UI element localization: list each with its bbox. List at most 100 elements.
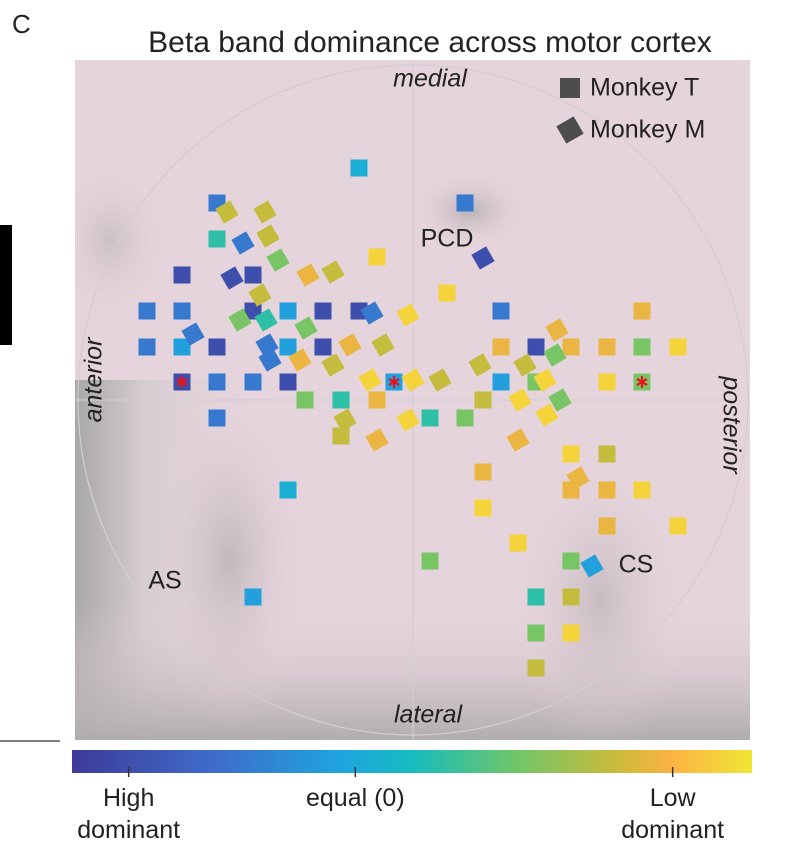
site-square xyxy=(332,391,350,409)
site-diamond xyxy=(428,368,452,392)
site-square xyxy=(208,373,226,391)
orientation-label: lateral xyxy=(394,701,464,729)
landmark-label: CS xyxy=(619,551,654,579)
chart-title: Beta band dominance across motor cortex xyxy=(148,26,712,59)
site-diamond xyxy=(396,408,420,432)
site-diamond xyxy=(266,248,290,272)
site-diamond xyxy=(288,348,312,372)
site-diamond xyxy=(254,308,278,332)
site-diamond xyxy=(321,260,345,284)
site-diamond xyxy=(508,388,532,412)
site-square xyxy=(244,373,262,391)
colorbar-ticks xyxy=(127,767,674,777)
site-square xyxy=(438,284,456,302)
legend-label: Monkey T xyxy=(590,74,699,102)
site-square xyxy=(456,409,474,427)
site-square xyxy=(562,588,580,606)
site-square xyxy=(173,266,191,284)
site-square xyxy=(244,266,262,284)
site-square xyxy=(138,338,156,356)
site-diamond xyxy=(535,403,559,427)
site-square xyxy=(492,373,510,391)
site-square xyxy=(492,302,510,320)
site-square xyxy=(598,373,616,391)
site-square xyxy=(208,338,226,356)
legend: Monkey T Monkey M xyxy=(556,74,705,144)
site-diamond xyxy=(215,200,239,224)
site-square xyxy=(208,230,226,248)
site-diamond xyxy=(181,322,205,346)
site-diamond xyxy=(253,200,277,224)
star xyxy=(388,376,400,388)
colorbar-label: High dominant xyxy=(77,784,181,844)
landmark-label: PCD xyxy=(421,225,474,253)
site-square xyxy=(633,338,651,356)
map-shading xyxy=(510,450,690,740)
panel-label: C xyxy=(12,9,31,39)
site-square xyxy=(138,302,156,320)
site-diamond xyxy=(228,308,252,332)
site-diamond xyxy=(365,428,389,452)
site-diamond xyxy=(248,283,272,307)
site-square xyxy=(332,427,350,445)
colorbar-label: equal (0) xyxy=(305,784,405,812)
site-diamond xyxy=(506,428,530,452)
sites xyxy=(138,159,687,677)
colorbar xyxy=(72,750,752,773)
site-square xyxy=(509,534,527,552)
site-square xyxy=(368,391,386,409)
cortex-map xyxy=(75,60,750,740)
site-diamond xyxy=(358,368,382,392)
site-square xyxy=(669,338,687,356)
legend-label: Monkey M xyxy=(590,116,705,144)
site-diamond xyxy=(401,368,425,392)
site-diamond xyxy=(258,348,282,372)
site-diamond xyxy=(371,333,395,357)
site-square xyxy=(296,391,314,409)
site-diamond xyxy=(468,353,492,377)
site-square xyxy=(173,338,191,356)
site-square xyxy=(279,373,297,391)
site-square xyxy=(633,302,651,320)
site-square xyxy=(279,481,297,499)
site-square xyxy=(562,338,580,356)
site-square xyxy=(527,624,545,642)
site-square xyxy=(598,517,616,535)
map-shading xyxy=(75,160,170,320)
site-diamond xyxy=(321,353,345,377)
site-diamond xyxy=(566,466,590,490)
site-square xyxy=(314,302,332,320)
star-markers xyxy=(176,376,648,388)
site-square xyxy=(527,338,545,356)
site-square xyxy=(368,248,386,266)
legend-marker xyxy=(560,78,580,98)
site-diamond xyxy=(396,303,420,327)
site-square xyxy=(474,463,492,481)
site-square xyxy=(669,517,687,535)
site-diamond xyxy=(338,333,362,357)
site-diamond xyxy=(220,266,244,290)
site-square xyxy=(562,552,580,570)
site-square xyxy=(350,302,368,320)
site-diamond xyxy=(533,368,557,392)
legend-marker xyxy=(556,116,584,144)
site-diamond xyxy=(513,353,537,377)
site-diamond xyxy=(296,263,320,287)
site-square xyxy=(279,338,297,356)
site-square xyxy=(598,481,616,499)
site-square xyxy=(208,409,226,427)
site-diamond xyxy=(360,301,384,325)
site-square xyxy=(244,588,262,606)
site-diamond xyxy=(256,224,280,248)
site-square xyxy=(474,391,492,409)
site-diamond xyxy=(471,246,495,270)
site-square xyxy=(421,552,439,570)
site-diamond xyxy=(545,318,569,342)
site-diamond xyxy=(231,231,255,255)
site-square xyxy=(527,588,545,606)
site-square xyxy=(527,659,545,677)
map-shading xyxy=(150,390,310,730)
landmark-label: AS xyxy=(148,567,181,595)
